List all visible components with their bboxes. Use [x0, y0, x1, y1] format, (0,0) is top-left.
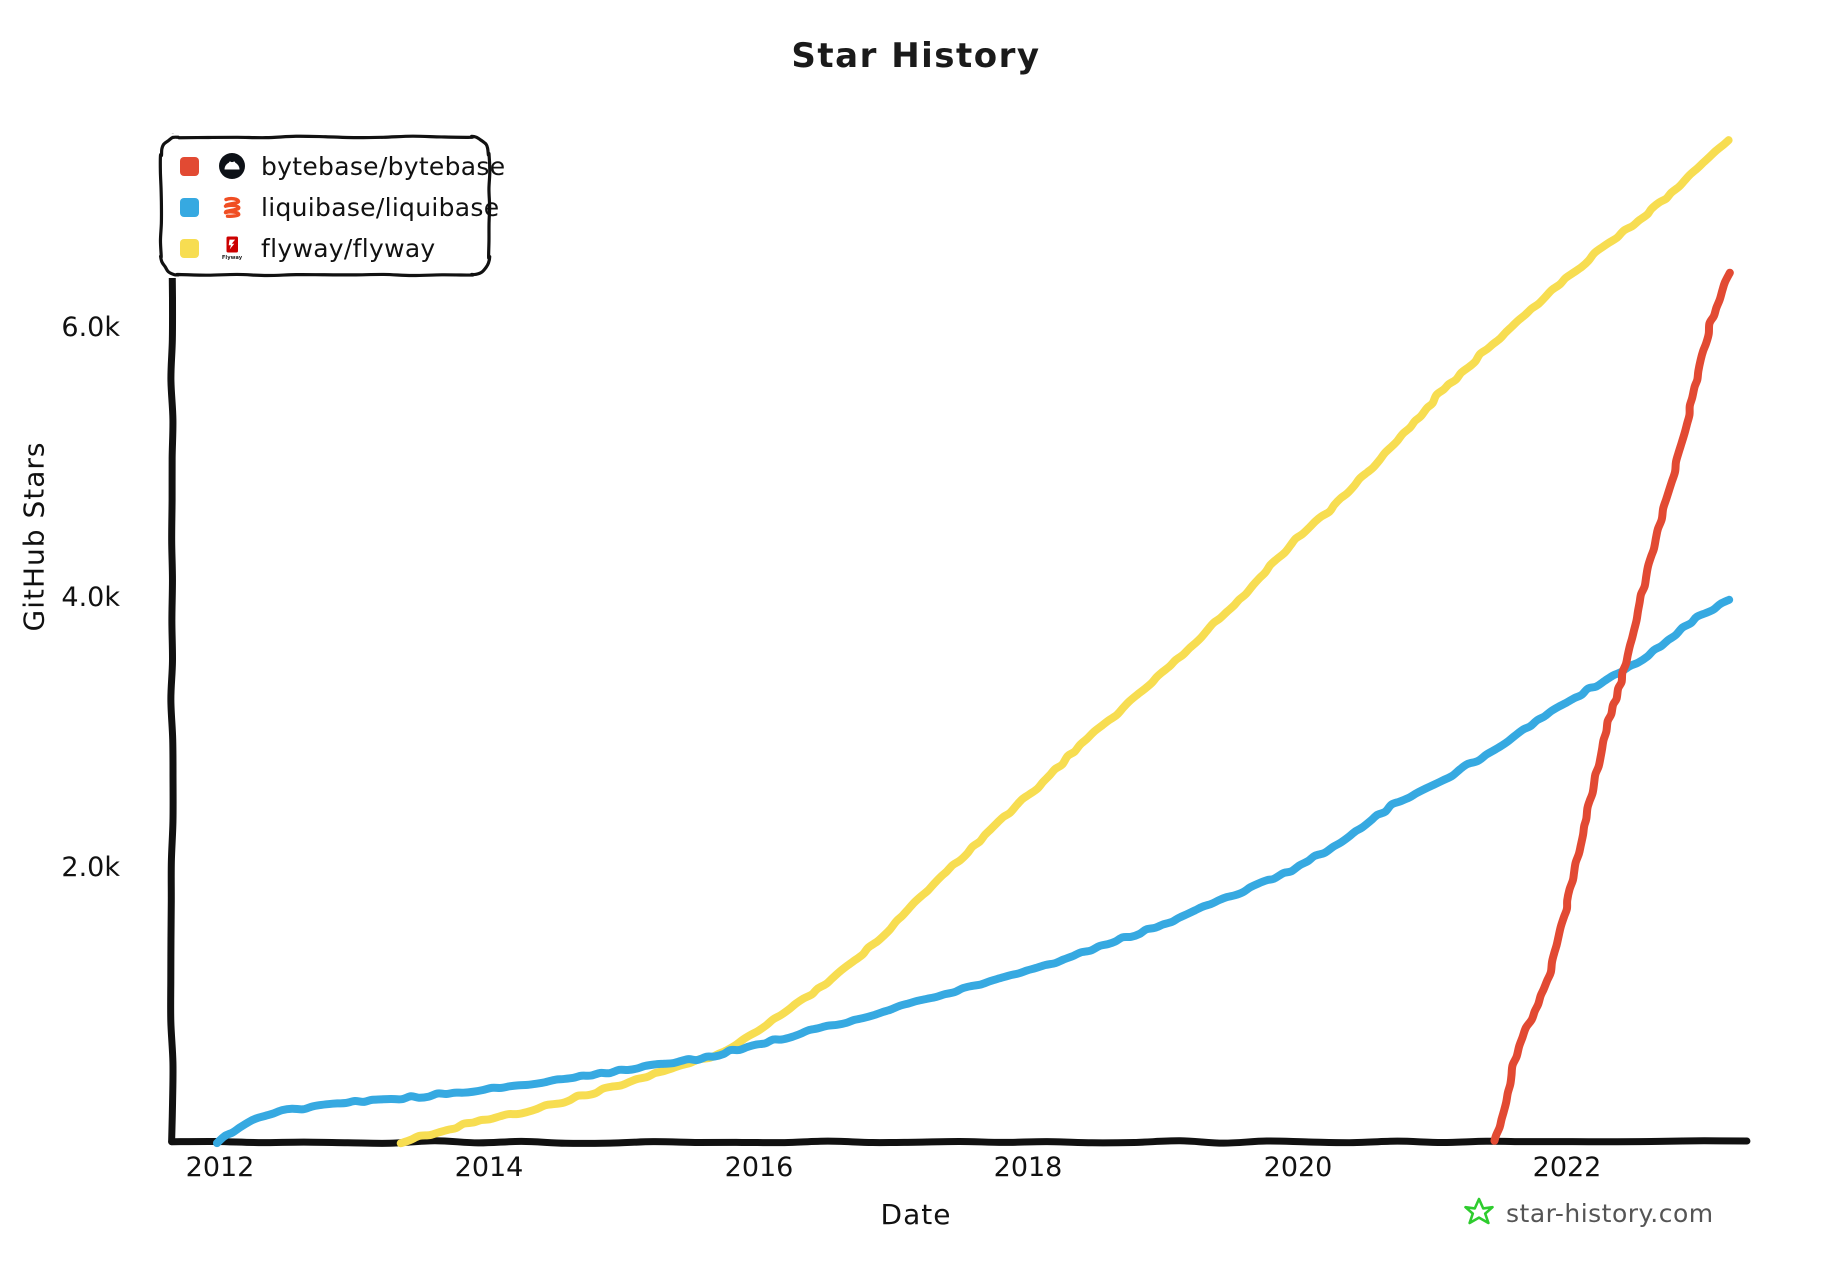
y-tick-label-2000: 2.0k [61, 852, 120, 883]
legend-item-flyway[interactable]: Flyway flyway/flyway [180, 232, 482, 264]
bytebase-logo-icon [217, 151, 247, 181]
x-axis-title: Date [880, 1198, 952, 1231]
legend-swatch-flyway [180, 238, 199, 258]
legend-swatch-bytebase [180, 156, 199, 176]
x-axis-line [168, 1137, 1751, 1147]
page-title: Star History [791, 36, 1041, 76]
legend-item-bytebase[interactable]: bytebase/bytebase [180, 150, 505, 182]
y-tick-label-6000: 6.0k [61, 312, 120, 343]
legend[interactable]: bytebase/bytebase liquibase/liquibase [158, 134, 505, 278]
brand-footer[interactable]: star-history.com [1464, 1196, 1714, 1230]
legend-label-flyway: flyway/flyway [261, 233, 436, 263]
flyway-logo-icon: Flyway [217, 233, 247, 263]
legend-label-liquibase: liquibase/liquibase [261, 192, 500, 222]
x-tick-label-2014: 2014 [454, 1152, 524, 1183]
x-tick-label-2018: 2018 [993, 1152, 1063, 1183]
svg-text:Flyway: Flyway [222, 255, 243, 261]
axis-lines [167, 133, 1751, 1147]
x-tick-label-2020: 2020 [1263, 1152, 1333, 1183]
series-line-bytebase [1490, 268, 1734, 1145]
y-axis-line [167, 133, 177, 1146]
x-tick-label-2022: 2022 [1532, 1152, 1602, 1183]
series-line-liquibase [212, 595, 1734, 1148]
star-history-star-icon [1464, 1196, 1494, 1230]
x-tick-label-2016: 2016 [724, 1152, 794, 1183]
series-line-flyway [396, 136, 1733, 1148]
series-lines [212, 136, 1734, 1148]
brand-label: star-history.com [1506, 1198, 1714, 1228]
y-tick-label-4000: 4.0k [61, 582, 120, 613]
legend-swatch-liquibase [180, 197, 199, 217]
x-tick-label-2012: 2012 [185, 1152, 255, 1183]
legend-item-liquibase[interactable]: liquibase/liquibase [180, 191, 499, 223]
legend-label-bytebase: bytebase/bytebase [261, 151, 506, 181]
liquibase-logo-icon [217, 192, 247, 222]
